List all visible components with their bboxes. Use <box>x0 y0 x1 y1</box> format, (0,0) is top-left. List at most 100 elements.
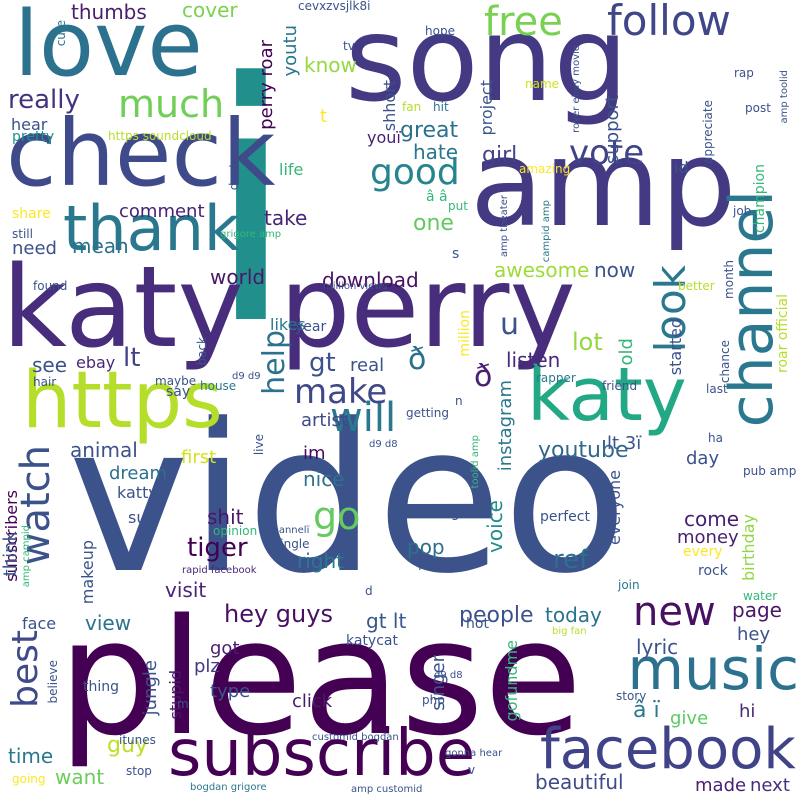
word-rap: rap <box>734 66 754 80</box>
word-awesome: awesome <box>494 258 590 282</box>
word-hit: hit <box>433 100 449 114</box>
word-hi: hi <box>739 701 756 722</box>
word-big-fan: big fan <box>552 626 587 637</box>
word-pub-amp: pub amp <box>743 464 797 478</box>
word-better: better <box>678 279 715 293</box>
word-d9-d8: d9 d8 <box>434 670 463 681</box>
word-t: t <box>320 106 328 127</box>
word-amazing: amazing <box>519 162 571 176</box>
word-shit: shit <box>207 505 244 529</box>
word-post: post <box>745 101 771 115</box>
word-thing: thing <box>83 679 120 695</box>
word-hot: hot <box>466 616 489 632</box>
word-one: one <box>413 211 454 236</box>
word-life: life <box>279 160 304 179</box>
word-cevxzvsjlk8i: cevxzvsjlk8i <box>298 0 371 13</box>
word-cute: cute <box>54 20 68 47</box>
word-good: good <box>370 152 460 193</box>
word-mean: mean <box>72 234 129 258</box>
word-instagram: instagram <box>495 380 516 472</box>
word-million-views: million views <box>323 281 388 292</box>
word-people: people <box>459 603 534 628</box>
word-customid-bogdan: customid bogdan <box>312 732 399 743</box>
word-grigore-amp: grigore amp <box>220 229 282 240</box>
word-gofundme: gofundme <box>502 640 521 722</box>
word-day: day <box>686 448 720 469</box>
word-say: say <box>166 384 191 400</box>
word-cover: cover <box>182 0 238 22</box>
word-name: name <box>525 77 560 91</box>
word-id: id <box>674 158 689 177</box>
word-lt: lt <box>123 343 141 373</box>
word-want: want <box>55 765 105 789</box>
word-hey-guys: hey guys <box>224 600 333 628</box>
word-pop: pop <box>407 535 445 559</box>
word-come: come <box>684 507 740 531</box>
word-great: great <box>400 118 459 143</box>
word-made: made <box>695 775 747 796</box>
word-lyric: lyric <box>636 635 679 659</box>
word-type: type <box>210 681 251 702</box>
word-toolid-amp: toolid amp <box>470 435 481 489</box>
word-gt-lt: gt lt <box>366 609 407 633</box>
word-lot: lot <box>572 328 603 356</box>
word-story: story <box>616 689 647 703</box>
word-going: going <box>12 772 46 786</box>
word-gonna-hear: gonna hear <box>445 748 503 759</box>
word-roar-official: roar official <box>775 294 791 373</box>
word-still: still <box>12 227 33 241</box>
word-fan: fan <box>402 100 422 114</box>
word-itunes: itunes <box>119 733 156 747</box>
word-started: started <box>666 318 685 376</box>
word-stupid: stupid <box>166 670 185 720</box>
word-girl: girl <box>482 143 518 168</box>
word-jungle: jungle <box>140 660 161 716</box>
word-opinion: opinion <box>213 524 258 538</box>
word-know: know <box>304 53 357 77</box>
word-beautiful: beautiful <box>535 770 624 794</box>
word-share: share <box>12 206 51 222</box>
word-believe: believe <box>46 660 60 704</box>
word-m: m <box>177 697 189 711</box>
word-tv: tv <box>343 39 355 53</box>
word-money: money <box>677 527 739 548</box>
word-rock: rock <box>698 563 728 579</box>
word-month: month <box>722 260 736 299</box>
word-guy: guy <box>107 733 148 758</box>
word-million: million <box>457 310 473 357</box>
word-time: time <box>8 744 54 768</box>
word-ref: ref <box>553 545 589 575</box>
word-bogdan-grigore: bogdan grigore <box>190 782 267 793</box>
word-song: songï <box>426 505 464 521</box>
word-ha: ha <box>708 431 723 445</box>
word-old: old <box>616 338 637 366</box>
word-hey: hey <box>737 624 771 645</box>
word-really: really <box>8 85 80 115</box>
word-artist: artist <box>301 410 348 431</box>
word-channel: channelï <box>267 525 310 536</box>
word-amp-theater: amp theater <box>499 195 510 258</box>
word-ebay: ebay <box>76 353 116 372</box>
word-dream: dream <box>109 463 168 484</box>
word-youtu: youtu <box>280 25 301 77</box>
word-follow: follow <box>607 0 731 45</box>
word-song: song <box>345 0 629 128</box>
word-amp-customid: amp customid <box>351 784 423 795</box>
word-everyone: everyone <box>605 470 624 545</box>
word-champion: champion <box>752 164 768 234</box>
word-take: take <box>264 206 308 230</box>
word-perfect: perfect <box>540 509 590 525</box>
word-likes: likes <box>270 315 306 334</box>
word-u: u <box>500 307 520 342</box>
word-nice: nice <box>303 467 345 491</box>
word-perry-roar: perry roar <box>256 40 277 130</box>
word-campid-amp: campid amp <box>541 200 552 263</box>
word-vote: vote <box>569 133 645 173</box>
word-rapid-facebook: rapid facebook <box>182 565 257 576</box>
word-youtube: youtube <box>538 438 629 463</box>
word-shhort: shhort <box>380 80 399 132</box>
word-sub: sub <box>128 508 157 527</box>
word-best: best <box>5 630 46 708</box>
word-project: project <box>477 80 496 136</box>
